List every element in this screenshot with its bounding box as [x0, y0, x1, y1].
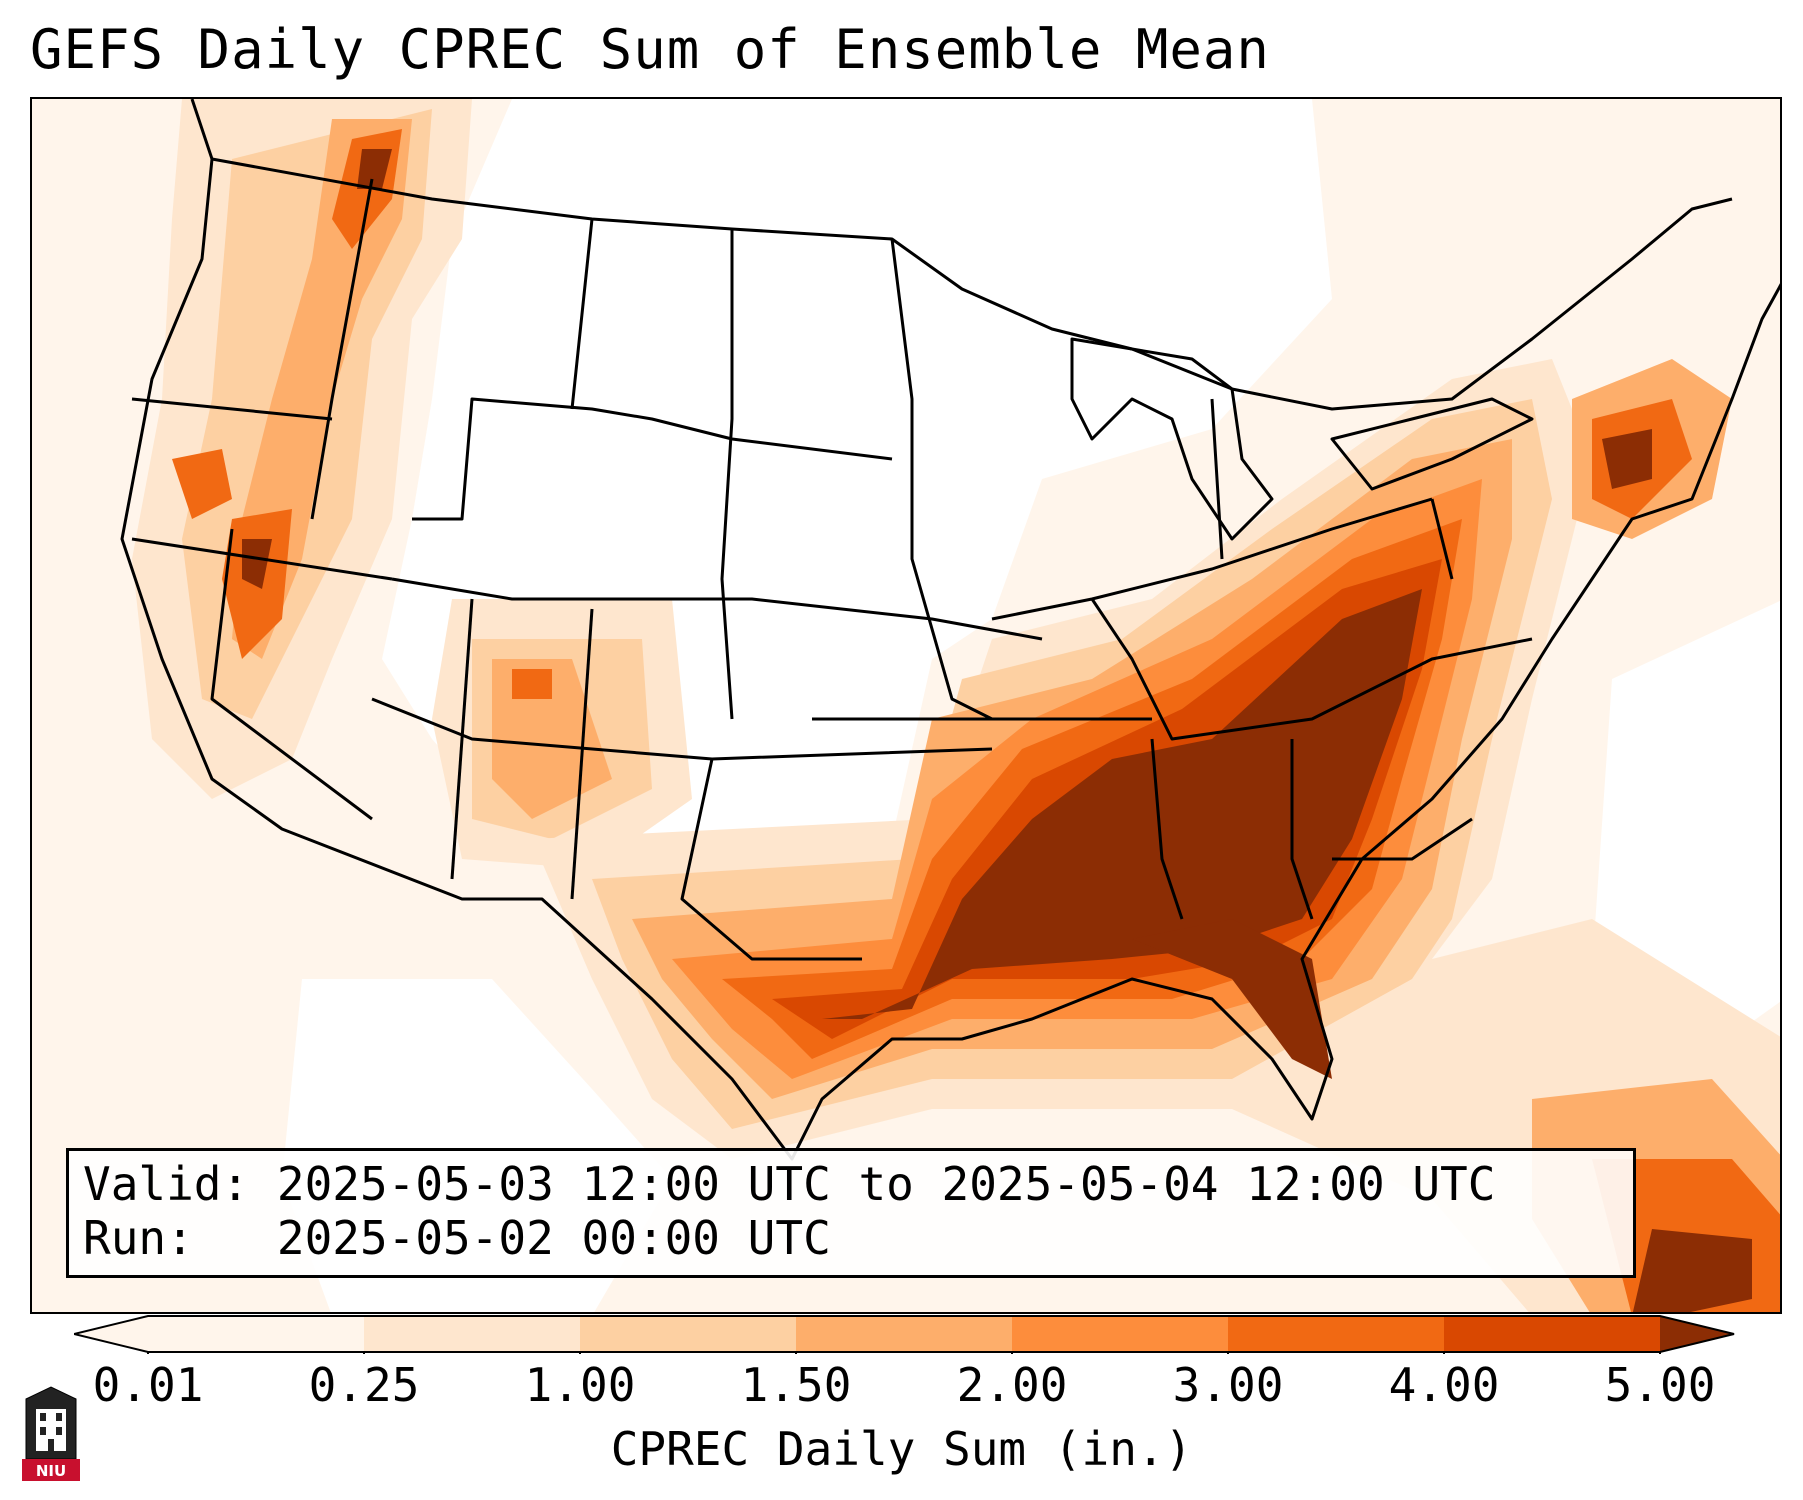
map-svg	[32, 99, 1780, 1312]
map-boundaries	[120, 99, 1780, 1161]
logo-text: NIU	[36, 1462, 66, 1480]
run-value: 2025-05-02 00:00 UTC	[276, 1211, 831, 1265]
colorbar-label: CPREC Daily Sum (in.)	[610, 1422, 1193, 1476]
colorbar-segment	[1228, 1316, 1445, 1352]
precipitation-map	[30, 97, 1782, 1314]
colorbar-extend-low	[74, 1316, 148, 1352]
colorbar-tick-label: 1.50	[740, 1358, 852, 1412]
university-tower-logo: NIU	[22, 1386, 80, 1481]
valid-label: Valid:	[83, 1157, 250, 1211]
valid-value: 2025-05-03 12:00 UTC to 2025-05-04 12:00…	[276, 1157, 1496, 1211]
chart-title: GEFS Daily CPREC Sum of Ensemble Mean	[30, 18, 1270, 81]
colorbar-tick-label: 3.00	[1172, 1358, 1284, 1412]
colorbar-segment	[148, 1316, 365, 1352]
northeast-precip	[1572, 359, 1732, 539]
us-outline	[120, 99, 1780, 1161]
lake-erie-ontario	[1330, 397, 1534, 491]
colorbar-segments	[74, 1316, 1734, 1352]
colorbar-extend-high	[1660, 1316, 1734, 1352]
colorbar-tick-label: 4.00	[1388, 1358, 1500, 1412]
west-precip	[132, 99, 472, 799]
southwest-precip	[432, 599, 692, 869]
colorbar-tick-label: 5.00	[1604, 1358, 1716, 1412]
colorbar-tick-label: 0.25	[308, 1358, 420, 1412]
southeast-precip	[532, 359, 1780, 1312]
colorbar-tick-marks	[147, 1352, 1661, 1354]
colorbar-segment	[364, 1316, 581, 1352]
colorbar-segment	[1012, 1316, 1229, 1352]
colorbar-tick-label: 2.00	[956, 1358, 1068, 1412]
run-label: Run:	[83, 1211, 194, 1265]
colorbar-segment	[796, 1316, 1013, 1352]
colorbar-tick-label: 1.00	[524, 1358, 636, 1412]
colorbar-segment	[580, 1316, 797, 1352]
colorbar-tick-label: 0.01	[92, 1358, 204, 1412]
great-lakes	[1070, 337, 1274, 541]
valid-run-info-box: Valid: 2025-05-03 12:00 UTC to 2025-05-0…	[66, 1148, 1636, 1278]
colorbar-segment	[1444, 1316, 1661, 1352]
colorbar	[74, 1315, 1735, 1354]
